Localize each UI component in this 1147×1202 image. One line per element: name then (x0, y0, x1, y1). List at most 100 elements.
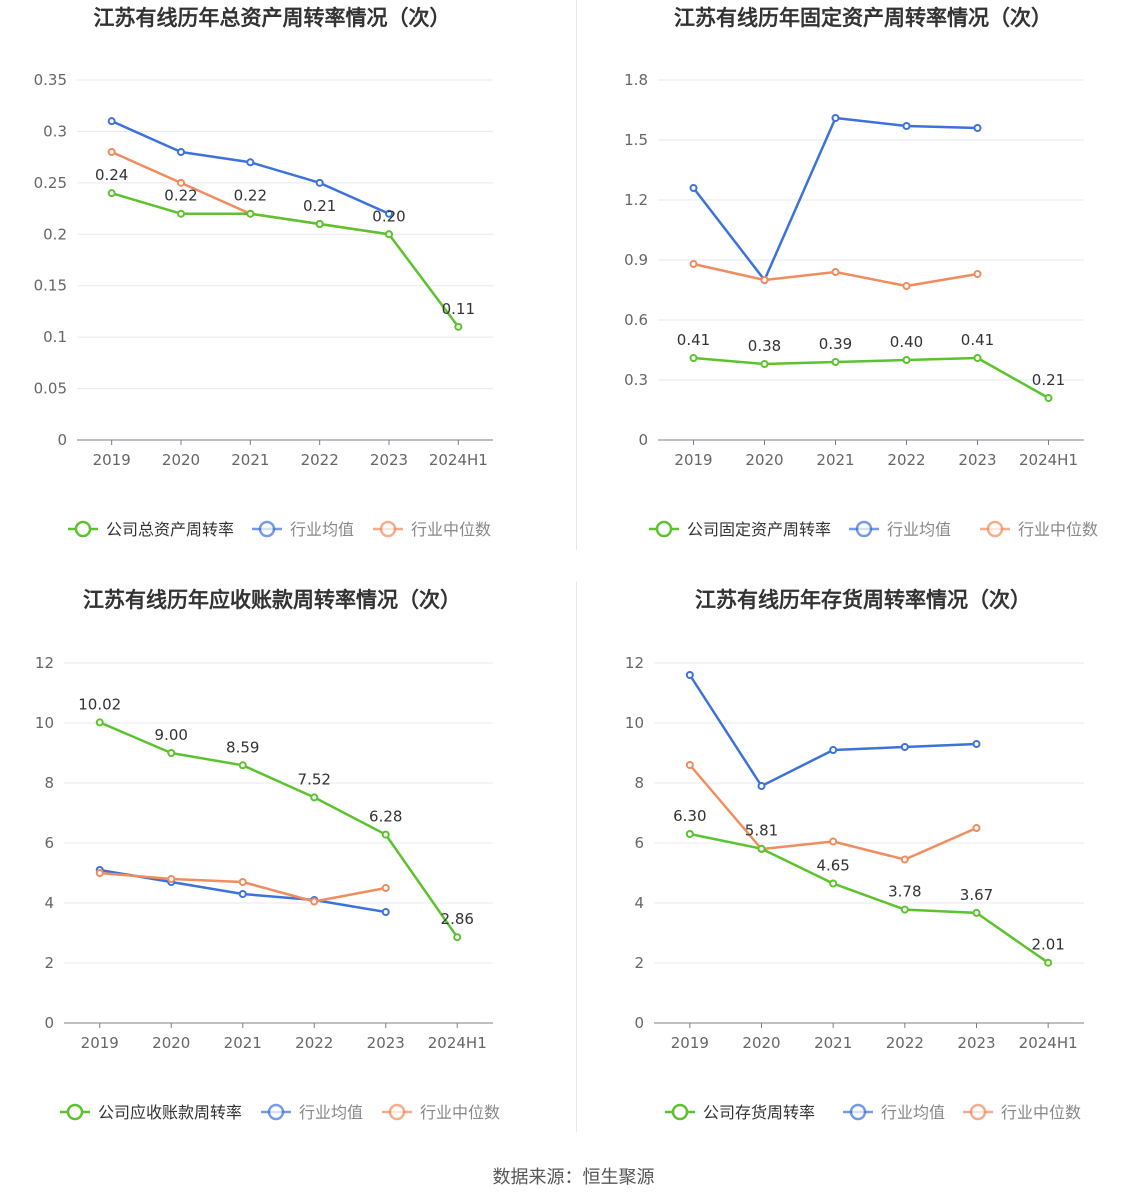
data-point-avg (385, 209, 393, 218)
data-point-avg (831, 114, 840, 122)
legend-label: 行业均值 (881, 1103, 945, 1122)
legend-marker (66, 1103, 84, 1121)
data-label: 0.22 (164, 187, 197, 205)
y-tick-label: 0.3 (43, 122, 67, 140)
data-point-median (829, 837, 838, 846)
x-tick-label: 2022 (886, 1034, 924, 1052)
data-label: 3.67 (960, 886, 993, 904)
data-point-company (831, 358, 840, 366)
legend-item-median: 行业中位数 (382, 1103, 500, 1122)
series-line-avg (688, 674, 977, 788)
y-tick-label: 0 (634, 1014, 644, 1032)
data-label: 2.86 (441, 910, 474, 928)
data-point-avg (902, 122, 911, 130)
data-point-company (238, 761, 247, 770)
data-point-avg (246, 158, 255, 167)
legend-label: 行业中位数 (420, 1103, 500, 1122)
data-point-avg (177, 148, 185, 156)
y-tick-label: 6 (634, 834, 644, 852)
x-tick-label: 2021 (224, 1034, 262, 1052)
y-tick-label: 2 (44, 954, 54, 972)
y-tick-label: 0.9 (624, 251, 648, 269)
data-point-company (757, 844, 766, 853)
data-point-avg (900, 743, 909, 751)
x-tick-label: 2023 (957, 1034, 995, 1052)
data-point-median (177, 178, 185, 187)
series-line-company (111, 191, 460, 328)
x-tick-label: 2022 (887, 451, 925, 469)
x-tick-label: 2023 (367, 1034, 405, 1052)
x-tick-label: 2021 (814, 1034, 852, 1052)
chart-panel-fixed-asset-turnover: 江苏有线历年固定资产周转率情况（次） 0 0.3 0.6 0.9 1.2 1.5 1.8 201… (577, 0, 1147, 580)
data-point-median (107, 148, 116, 156)
data-point-avg (972, 740, 981, 748)
legend-item-avg: 行业均值 (252, 520, 354, 539)
x-tick-label: 2024H1 (429, 451, 488, 469)
y-tick-label: 8 (634, 774, 644, 792)
divider-bottom (576, 582, 577, 1132)
data-point-median (973, 270, 982, 278)
data-point-median (900, 855, 909, 864)
y-tick-label: 0.15 (34, 277, 67, 295)
data-point-avg (238, 890, 247, 898)
data-point-avg (829, 746, 838, 754)
legend-item-avg: 行业均值 (261, 1103, 363, 1122)
legend-item-company: 公司存货周转率 (665, 1103, 815, 1122)
chart-receivables-turnover: 江苏有线历年应收账款周转率情况（次） 0 2 4 6 8 10 12 2019 2020 2021 2… (35, 588, 500, 1122)
data-point-avg (107, 117, 116, 126)
y-tick-label: 2 (634, 954, 644, 972)
y-tick-label: 0.3 (624, 371, 648, 389)
y-tick-label: 0.05 (34, 380, 67, 398)
legend-item-median: 行业中位数 (980, 520, 1098, 539)
data-label: 0.20 (372, 207, 405, 225)
legend-item-company: 公司固定资产周转率 (649, 520, 831, 539)
chart-panel-inventory-turnover: 江苏有线历年存货周转率情况（次） 0 2 4 6 8 10 12 2019 2020 2021 202… (577, 582, 1147, 1162)
y-tick-label: 0 (638, 431, 648, 449)
data-label: 0.11 (442, 300, 475, 318)
legend-item-avg: 行业均值 (843, 1103, 945, 1122)
chart-title: 江苏有线历年应收账款周转率情况（次） (83, 588, 461, 612)
legend-marker (655, 520, 673, 538)
data-label: 0.22 (234, 187, 267, 205)
legend-label: 公司应收账款周转率 (98, 1103, 242, 1122)
data-label: 0.21 (303, 197, 336, 215)
y-tick-label: 4 (44, 894, 54, 912)
y-tick-label: 0 (57, 431, 67, 449)
x-tick-label: 2019 (81, 1034, 119, 1052)
data-label: 7.52 (298, 770, 331, 788)
data-point-company (246, 209, 255, 218)
data-point-company (685, 830, 694, 838)
y-tick-label: 0 (44, 1014, 54, 1032)
series-line-company (693, 356, 1050, 400)
data-point-company (310, 793, 319, 802)
x-tick-label: 2024H1 (1019, 451, 1078, 469)
x-tick-label: 2022 (301, 451, 339, 469)
data-point-company (95, 718, 104, 727)
data-label: 2.01 (1031, 936, 1064, 954)
legend-label: 公司固定资产周转率 (687, 520, 831, 539)
legend-label: 行业均值 (299, 1103, 363, 1122)
data-point-avg (381, 908, 390, 916)
data-point-company (454, 322, 463, 331)
legend-item-company: 公司总资产周转率 (68, 520, 234, 539)
data-point-avg (315, 178, 324, 187)
legend-item-company: 公司应收账款周转率 (60, 1103, 242, 1122)
x-tick-label: 2019 (93, 451, 131, 469)
legend-marker (969, 1103, 987, 1121)
x-tick-label: 2020 (152, 1034, 190, 1052)
x-tick-label: 2022 (295, 1034, 333, 1052)
x-tick-label: 2019 (674, 451, 712, 469)
chart-fixed-asset-turnover: 江苏有线历年固定资产周转率情况（次） 0 0.3 0.6 0.9 1.2 1.5 1.8 201… (624, 6, 1098, 539)
data-label: 6.30 (673, 807, 706, 825)
x-tick-label: 2021 (816, 451, 854, 469)
y-tick-label: 1.2 (624, 191, 648, 209)
legend-item-median: 行业中位数 (373, 520, 491, 539)
x-tick-label: 2024H1 (1019, 1034, 1078, 1052)
y-tick-label: 8 (44, 774, 54, 792)
data-label: 0.21 (1032, 371, 1065, 389)
data-label: 10.02 (78, 695, 121, 713)
y-tick-label: 10 (35, 714, 54, 732)
data-point-company (689, 354, 698, 362)
x-tick-label: 2024H1 (428, 1034, 487, 1052)
series-line-company (99, 721, 459, 938)
